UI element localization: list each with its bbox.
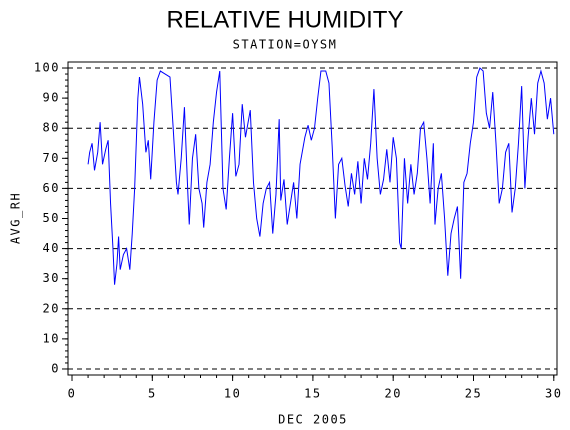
- x-axis-label: DEC 2005: [278, 413, 348, 427]
- plot-frame: [67, 61, 558, 376]
- y-tick-label: 20: [43, 301, 60, 315]
- chart-title: RELATIVE HUMIDITY: [167, 6, 404, 33]
- y-tick-label: 100: [34, 61, 60, 75]
- y-tick-label: 90: [43, 91, 60, 105]
- y-tick-label: 70: [43, 151, 60, 165]
- x-tick-label: 5: [148, 387, 157, 401]
- y-tick-label: 60: [43, 181, 60, 195]
- y-tick-label: 30: [43, 271, 60, 285]
- y-tick-label: 50: [43, 211, 60, 225]
- y-tick-label: 10: [43, 331, 60, 345]
- x-tick-label: 25: [465, 387, 482, 401]
- y-axis-label: AVG_RH: [9, 192, 23, 244]
- y-tick-label: 80: [43, 121, 60, 135]
- chart-subtitle: STATION=OYSM: [233, 38, 338, 52]
- data-line: [87, 67, 555, 285]
- x-tick-label: 30: [545, 387, 562, 401]
- x-tick-label: 0: [68, 387, 77, 401]
- x-tick-label: 10: [224, 387, 241, 401]
- y-tick-label: 40: [43, 241, 60, 255]
- y-tick-label: 0: [51, 361, 60, 375]
- x-tick-label: 15: [304, 387, 321, 401]
- x-tick-label: 20: [384, 387, 401, 401]
